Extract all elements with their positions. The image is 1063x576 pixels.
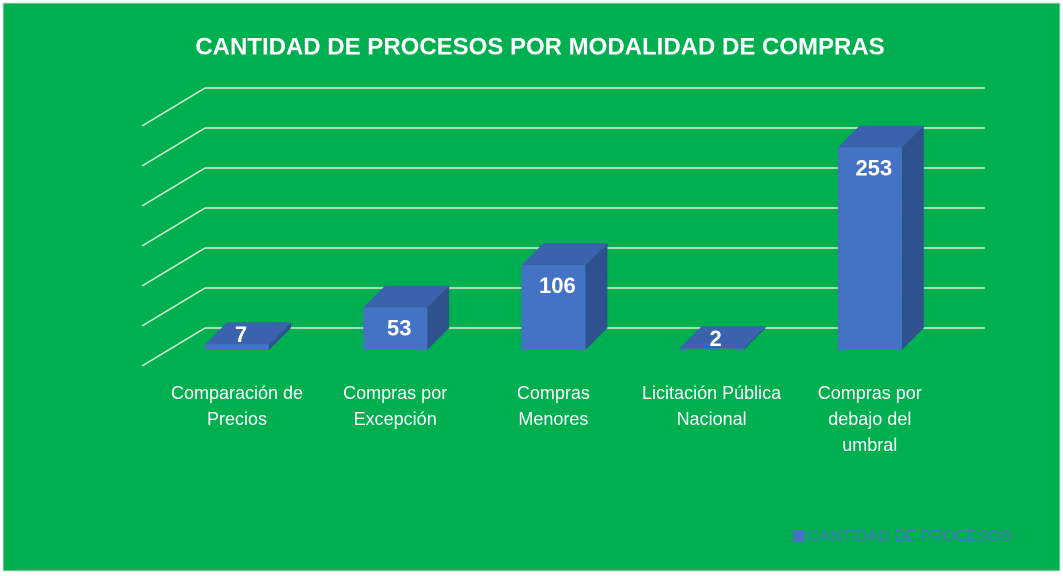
grid-line <box>141 207 206 247</box>
x-tick-label: Compras Menores <box>516 383 590 429</box>
x-tick-label: Compras por Excepción <box>343 383 448 429</box>
bar-top <box>521 243 608 266</box>
bar <box>521 265 586 350</box>
bar-side <box>269 322 291 350</box>
grid-line <box>141 327 206 367</box>
data-label: 7 <box>235 322 247 347</box>
data-label: 53 <box>387 315 411 340</box>
data-label: 106 <box>539 273 576 298</box>
grid-line <box>141 127 206 167</box>
bar-side <box>743 326 766 350</box>
data-label: 253 <box>855 155 892 180</box>
legend-label: CANTIDAD DE PROCESOS <box>808 528 1012 545</box>
bar <box>363 307 428 350</box>
x-tick-label: Compras por debajo del umbral <box>817 383 922 455</box>
grid-line <box>141 247 206 287</box>
bar-top <box>679 326 766 349</box>
grid-line <box>141 167 206 207</box>
bar <box>837 147 902 350</box>
x-tick-label: Comparación de Precios <box>170 383 304 429</box>
bar-top <box>363 285 450 308</box>
bar <box>679 348 744 350</box>
bar <box>205 344 269 350</box>
bar-side <box>585 243 608 350</box>
data-label: 2 <box>709 326 721 351</box>
grid-line <box>141 287 206 327</box>
bar-top <box>837 125 924 148</box>
bar-side <box>427 285 450 350</box>
legend-swatch <box>793 530 805 542</box>
grid-line <box>141 87 206 127</box>
chart-title: CANTIDAD DE PROCESOS POR MODALIDAD DE CO… <box>195 33 884 60</box>
bar-side <box>901 125 924 350</box>
x-tick-label: Licitación Pública Nacional <box>642 383 782 429</box>
bar-top <box>205 322 291 345</box>
